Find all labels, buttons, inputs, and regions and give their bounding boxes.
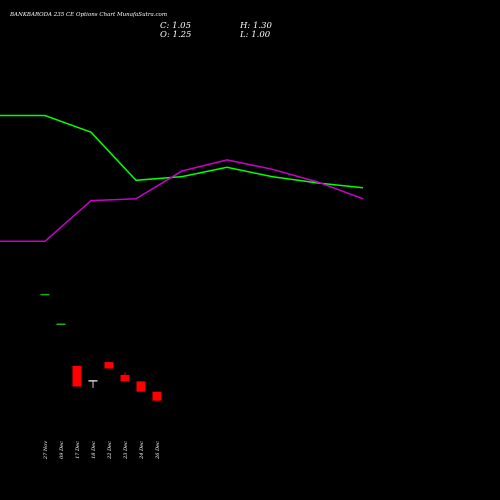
candle-body (40, 293, 50, 296)
low-label: L: 1.00 (239, 30, 271, 40)
close-label: C: 1.05 (160, 21, 191, 31)
x-tick-label: 27 Nov (43, 441, 49, 460)
candle-body (72, 365, 82, 387)
candle-24-dec (136, 381, 146, 392)
candle-body (136, 381, 146, 392)
x-tick-label: 24 Dec (139, 441, 145, 460)
high-label: H: 1.30 (239, 21, 272, 31)
candle-26-dec (152, 391, 162, 401)
candle-body (120, 374, 130, 382)
x-tick-label: 22 Dec (107, 441, 113, 460)
x-tick-label: 26 Dec (155, 441, 161, 460)
candle-body (152, 391, 162, 401)
indicator-lines (0, 114, 364, 243)
x-tick-label: 09 Dec (59, 441, 65, 459)
candle-09-dec (56, 323, 66, 325)
candle-22-dec (104, 362, 114, 369)
candle-body (56, 323, 66, 325)
candle-17-dec (72, 365, 82, 387)
candle-body (104, 362, 114, 369)
x-tick-label: 18 Dec (91, 441, 97, 459)
x-tick-label: 17 Dec (75, 441, 81, 459)
indicator-line-1 (0, 114, 364, 189)
candle-27-nov (40, 293, 50, 296)
x-axis-labels: 27 Nov 09 Dec 17 Dec 18 Dec 22 Dec 23 Dec 24 D… (43, 441, 161, 460)
candle-23-dec (120, 372, 130, 382)
candle-body (88, 380, 98, 382)
chart-title: BANKBARODA 235 CE Options Chart MunafaSu… (9, 12, 167, 18)
x-tick-label: 23 Dec (123, 441, 129, 460)
open-label: O: 1.25 (160, 30, 191, 40)
candle-18-dec (88, 380, 98, 388)
candlesticks (40, 293, 162, 401)
indicator-line-2 (0, 159, 364, 243)
